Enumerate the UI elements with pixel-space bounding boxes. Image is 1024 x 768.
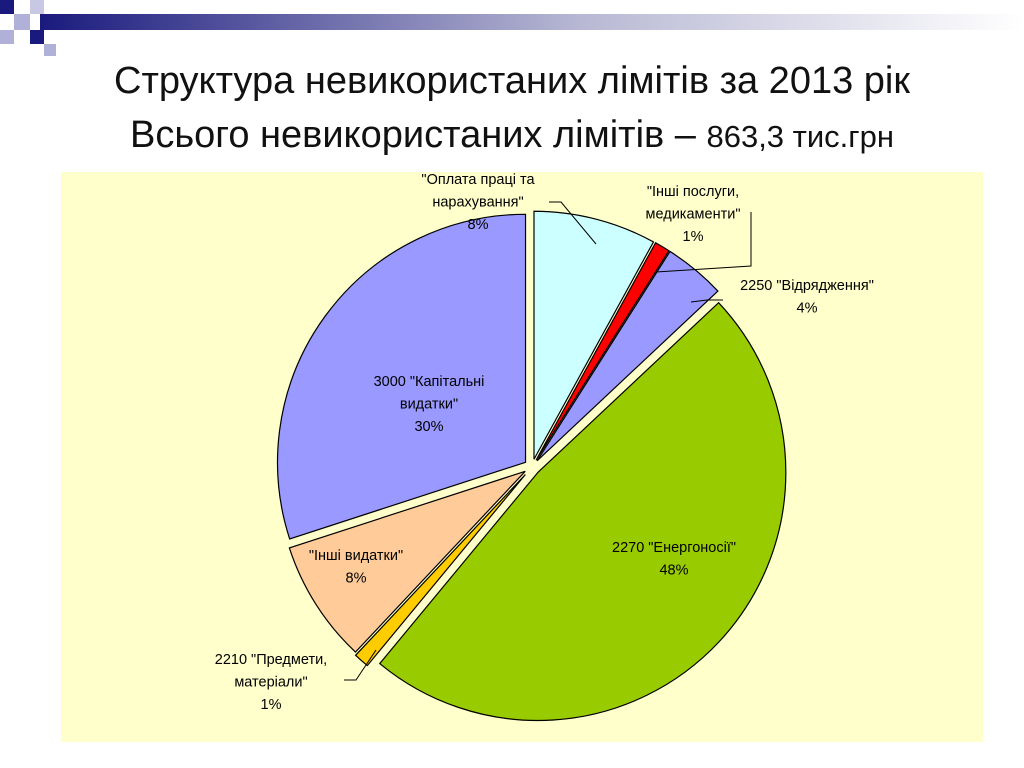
subtitle-dash: – xyxy=(674,114,696,156)
pie-slice xyxy=(533,210,655,460)
leader-line xyxy=(549,201,597,245)
slice-label: 2210 "Предмети, матеріали" 1% xyxy=(215,652,327,713)
slide-subtitle: Всього невикористаних лімітів – 863,3 ти… xyxy=(0,110,1024,162)
pie-slice xyxy=(535,241,670,461)
deco-square xyxy=(30,0,44,14)
slide-title: Структура невикористаних лімітів за 2013… xyxy=(114,60,910,102)
slice-label: 3000 "Капітальні видатки" 30% xyxy=(374,374,485,435)
slice-label: "Інші видатки" 8% xyxy=(309,548,403,587)
slice-label: 2250 "Відрядження" 4% xyxy=(740,278,874,317)
deco-square xyxy=(0,0,14,14)
pie-slice xyxy=(288,470,526,653)
pie-chart: "Оплата праці та нарахування" 8% "Інші посл… xyxy=(215,172,874,722)
subtitle-total-value: 863,3 тис.грн xyxy=(706,119,894,154)
pie-slice xyxy=(276,213,527,540)
header-gradient-band xyxy=(40,14,1024,30)
subtitle-text: Всього невикористаних лімітів xyxy=(130,114,665,156)
deco-square xyxy=(0,30,14,44)
deco-square xyxy=(14,14,30,30)
slide-corner-decoration xyxy=(0,0,1024,56)
slice-label: 2270 "Енергоносії" 48% xyxy=(612,540,736,579)
deco-square xyxy=(44,44,56,56)
deco-square xyxy=(30,30,44,44)
slice-label: "Інші послуги, медикаменти" 1% xyxy=(646,184,741,245)
leader-line xyxy=(344,649,377,681)
slice-label: "Оплата праці та нарахування" 8% xyxy=(421,172,535,233)
chart-area: "Оплата праці та нарахування" 8% "Інші посл… xyxy=(61,172,983,742)
pie-slice xyxy=(378,301,787,722)
leader-line xyxy=(690,299,723,303)
leader-line xyxy=(655,212,752,273)
pie-slice xyxy=(354,474,526,667)
